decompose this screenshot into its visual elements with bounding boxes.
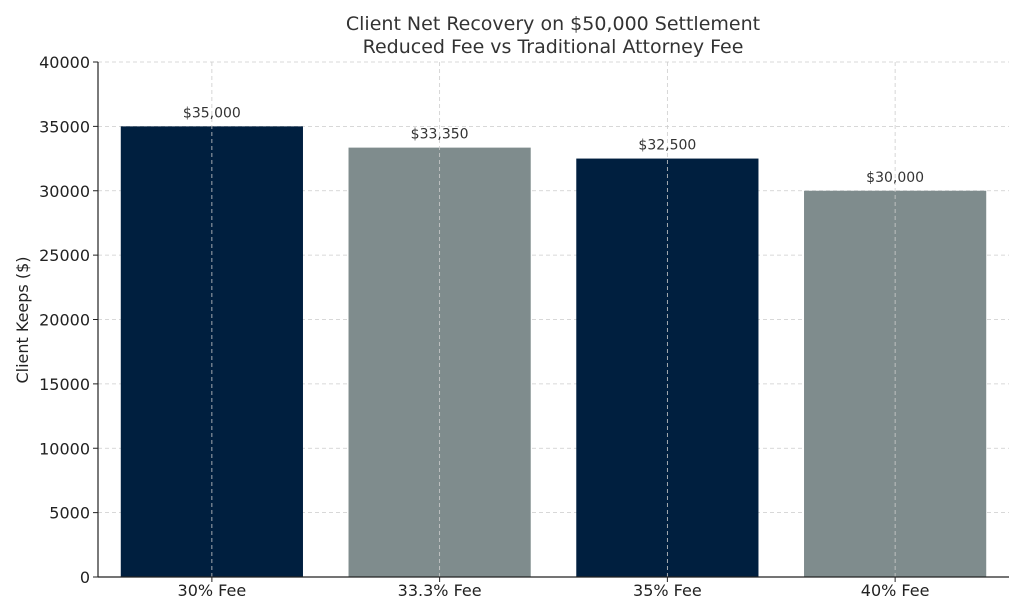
bar-data-label: $35,000 [183,105,241,121]
y-tick-label: 20000 [39,311,90,330]
bar [576,158,759,577]
y-tick-label: 35000 [39,117,90,136]
y-tick-label: 10000 [39,439,90,458]
bar-data-label: $33,350 [411,127,469,143]
x-tick-label: 33.3% Fee [398,581,482,600]
bars [120,126,987,577]
y-tick-label: 15000 [39,375,90,394]
chart-title: Client Net Recovery on $50,000 Settlemen… [346,13,760,35]
bar-data-label: $30,000 [866,170,924,186]
vertical-grid [211,62,896,577]
y-tick-label: 40000 [39,53,90,72]
chart-subtitle: Reduced Fee vs Traditional Attorney Fee [363,36,744,58]
y-tick-label: 5000 [49,504,90,523]
axes [93,61,1009,582]
bar-data-label: $32,500 [638,138,696,154]
y-tick-label: 30000 [39,182,90,201]
labels: 0 5000 10000 15000 20000 25000 30000 35000 40000… [39,53,929,600]
y-axis-label: Client Keeps ($) [13,256,32,383]
y-tick-label: 25000 [39,246,90,265]
y-tick-label: 0 [80,568,90,587]
x-tick-label: 35% Fee [633,581,702,600]
x-tick-label: 30% Fee [178,581,247,600]
x-tick-label: 40% Fee [861,581,930,600]
